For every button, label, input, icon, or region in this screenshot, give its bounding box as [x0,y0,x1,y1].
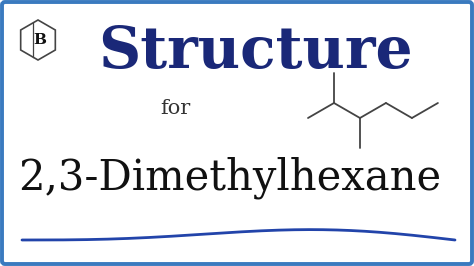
Text: 2,3-Dimethylhexane: 2,3-Dimethylhexane [18,157,442,199]
FancyBboxPatch shape [2,2,472,264]
Text: for: for [160,98,190,118]
Polygon shape [21,20,55,60]
Text: B: B [34,33,46,47]
Text: Structure: Structure [98,24,412,80]
